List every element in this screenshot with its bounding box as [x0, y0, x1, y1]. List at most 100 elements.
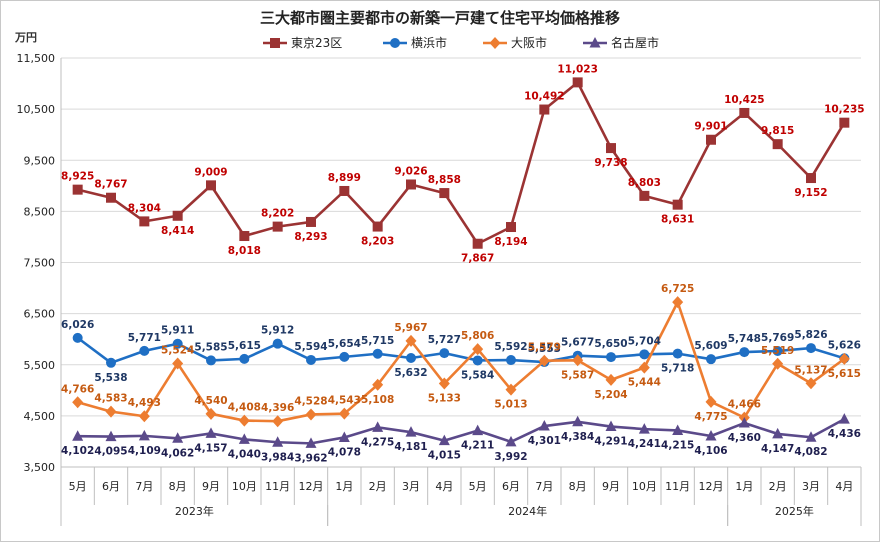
data-label: 5,967: [394, 322, 427, 334]
data-label: 4,157: [194, 442, 227, 454]
data-point: [806, 343, 816, 354]
data-label: 4,408: [228, 402, 261, 414]
data-label: 8,767: [94, 179, 127, 191]
data-label: 5,632: [394, 367, 427, 379]
y-axis-unit: 万円: [14, 31, 37, 44]
data-point: [406, 179, 416, 190]
data-point: [639, 190, 650, 201]
data-point: [372, 221, 383, 232]
data-label: 9,738: [594, 157, 627, 169]
data-label: 8,018: [228, 245, 261, 257]
y-tick-label: 6,500: [24, 308, 56, 321]
data-label: 4,078: [328, 446, 361, 458]
series-4: [72, 413, 850, 448]
data-point: [506, 222, 516, 233]
legend-label: 東京23区: [291, 36, 342, 50]
data-point: [738, 417, 750, 428]
data-label: 4,583: [94, 393, 127, 405]
data-label: 5,654: [328, 338, 361, 350]
data-point: [406, 353, 416, 364]
year-label: 2024年: [508, 504, 547, 518]
data-label: 5,615: [228, 340, 261, 352]
data-label: 4,241: [628, 438, 661, 450]
data-point: [405, 426, 417, 437]
data-point: [605, 420, 617, 432]
data-point: [439, 188, 450, 199]
data-point: [438, 434, 450, 446]
x-tick-label: 11月: [265, 480, 290, 493]
data-label: 5,592: [494, 341, 527, 353]
data-point: [439, 348, 450, 359]
data-label: 5,553: [528, 343, 561, 355]
data-point: [306, 216, 316, 227]
data-label: 4,062: [161, 447, 194, 459]
data-point: [505, 435, 517, 447]
data-point: [672, 199, 683, 210]
data-label: 5,715: [361, 335, 394, 347]
data-label: 9,152: [794, 187, 827, 199]
data-point: [372, 378, 384, 391]
data-point: [72, 396, 84, 409]
data-label: 5,204: [594, 389, 627, 401]
data-point: [206, 355, 216, 366]
data-label: 5,704: [628, 335, 661, 347]
axes: 3,500 4,500 5,500 6,500 7,500 8,500 9,500 10,50…: [17, 52, 862, 526]
legend-label: 大阪市: [511, 35, 547, 50]
data-point: [672, 348, 683, 359]
data-label: 5,519: [761, 345, 794, 357]
data-label: 11,023: [557, 63, 598, 75]
data-point: [506, 355, 516, 366]
data-point: [472, 238, 483, 249]
data-label: 8,194: [494, 236, 527, 248]
data-label: 4,095: [94, 446, 127, 458]
data-point: [172, 357, 184, 370]
data-label: 4,109: [128, 445, 161, 457]
data-label: 8,203: [361, 236, 394, 248]
y-tick-label: 11,500: [17, 52, 56, 65]
data-point: [238, 414, 250, 427]
data-label: 5,771: [128, 332, 161, 344]
data-label: 4,015: [428, 450, 461, 462]
data-label: 5,718: [661, 363, 694, 375]
data-label: 4,082: [794, 446, 827, 458]
data-label: 5,911: [161, 325, 194, 337]
legend-item: 東京23区: [263, 36, 342, 50]
data-point: [138, 410, 150, 423]
x-tick-label: 12月: [699, 480, 724, 493]
data-label: 9,026: [394, 165, 427, 177]
data-label: 4,040: [228, 448, 261, 460]
data-label: 5,137: [794, 364, 827, 376]
data-label: 8,414: [161, 225, 194, 237]
data-point: [539, 104, 550, 115]
data-point: [139, 345, 150, 356]
y-tick-label: 3,500: [24, 461, 56, 474]
data-label: 5,538: [94, 372, 127, 384]
data-label: 5,587: [561, 369, 594, 381]
data-label: 3,984: [261, 451, 294, 463]
data-label: 5,584: [461, 369, 494, 381]
data-label: 5,013: [494, 399, 527, 411]
data-point: [505, 383, 517, 396]
data-label: 4,275: [361, 436, 394, 448]
data-point: [606, 143, 616, 154]
data-label: 4,466: [728, 399, 761, 411]
data-point: [572, 415, 584, 427]
data-point: [372, 421, 384, 432]
data-point: [739, 347, 750, 358]
data-point: [106, 357, 116, 368]
data-label: 4,147: [761, 443, 794, 455]
data-label: 4,211: [461, 440, 494, 452]
data-point: [405, 334, 417, 347]
data-label: 4,493: [128, 397, 161, 409]
legend-label: 横浜市: [411, 35, 447, 50]
legend-item: 横浜市: [383, 35, 447, 50]
x-tick-label: 7月: [135, 480, 153, 493]
data-point: [238, 433, 250, 444]
data-label: 4,540: [194, 395, 227, 407]
data-label: 5,806: [461, 330, 494, 342]
data-label: 5,727: [428, 334, 461, 346]
data-point: [305, 408, 317, 421]
data-label: 10,492: [524, 91, 565, 103]
